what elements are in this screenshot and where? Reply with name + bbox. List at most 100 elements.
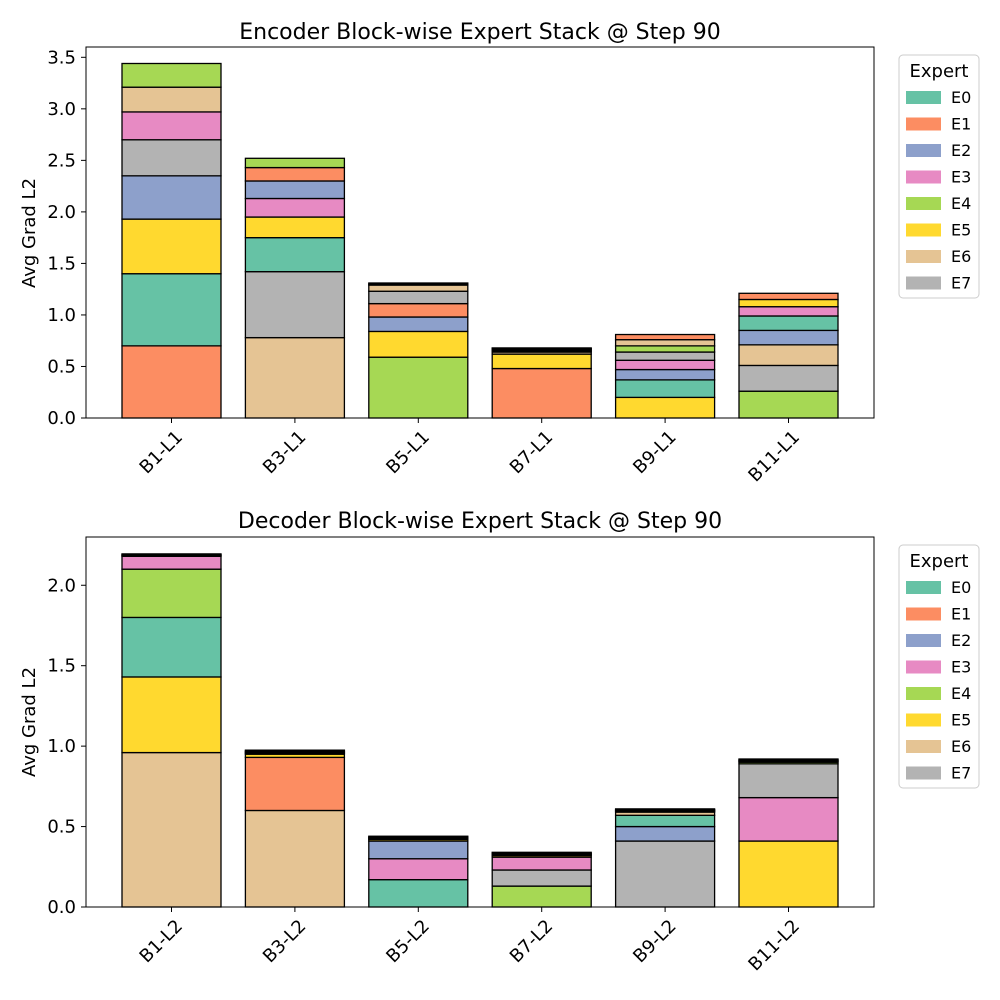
y-axis-label: Avg Grad L2 [19,178,40,288]
y-tick-label: 2.5 [47,150,76,171]
chart-title: Encoder Block-wise Expert Stack @ Step 9… [239,20,721,45]
legend: Expert E0 E1 E2 E3 E4 E5 E6 E7 [898,54,980,299]
bar-segment-e7 [244,271,346,339]
bar-segment-e0 [121,273,222,347]
legend-swatch-e1 [906,117,941,131]
bar-segment-e5 [491,353,592,370]
legend-label-e0: E0 [951,578,971,597]
legend-label-e7: E7 [951,274,971,293]
bar-segment-e5 [614,396,716,419]
bar-segment-e6 [244,809,346,908]
bar-segment-e0 [368,282,469,285]
y-tick-label: 3.0 [47,99,76,120]
legend-label-e4: E4 [951,684,971,703]
bar-segment-e3 [368,858,469,881]
legend-label-e2: E2 [951,631,971,650]
bar-segment-e0 [614,814,716,828]
bar-segment-e7 [491,869,592,887]
bar-segment-e7 [244,749,346,752]
y-tick-label: 0.5 [47,356,76,377]
bar-segment-e0 [738,315,839,332]
bar-segment-e4 [368,356,469,419]
bar-segment-e3 [614,359,716,371]
bar-segment-e2 [614,368,716,381]
bar-segment-e6 [491,851,592,854]
y-tick-label: 1.0 [47,305,76,326]
bar-segment-e1 [244,756,346,812]
bar-segment-e6 [738,344,839,367]
bar-segment-e1 [121,345,222,419]
bar-segment-e0 [368,879,469,908]
bar-segment-e3 [244,197,346,218]
bar-segment-e2 [614,825,716,842]
bar-segment-e3 [738,796,839,842]
y-tick-label: 3.5 [47,47,76,68]
bar-segment-e6 [244,336,346,419]
bar-segment-e5 [614,808,716,811]
legend-label-e1: E1 [951,115,971,134]
bar-segment-e1 [614,333,716,341]
bar-segment-e7 [121,553,222,556]
legend-label-e3: E3 [951,168,971,187]
legend-label-e6: E6 [951,737,971,756]
legend-label-e4: E4 [951,194,971,213]
y-tick-label: 0.5 [47,817,76,838]
bar-segment-e2 [244,180,346,200]
y-tick-label: 1.5 [47,656,76,677]
axes-frame [85,536,875,908]
legend-swatch-e3 [906,170,941,184]
legend-swatch-e4 [906,687,941,700]
legend-label-e6: E6 [951,247,971,266]
bar-segment-e4 [244,157,346,169]
chart-title: Decoder Block-wise Expert Stack @ Step 9… [238,509,722,534]
bar-segment-e6 [121,751,222,908]
legend-swatch-e6 [906,740,941,753]
bar-segment-e0 [244,236,346,273]
bar-segment-e7 [614,840,716,908]
bar-segment-e7 [121,139,222,177]
legend-title: Expert [910,61,969,82]
bar-segment-e3 [738,306,839,317]
legend-label-e2: E2 [951,141,971,160]
bar-segment-e1 [738,292,839,301]
legend-swatch-e1 [906,607,941,621]
bar-segment-e5 [368,330,469,358]
bar-segment-e5 [244,216,346,239]
bar-segment-e4 [491,885,592,908]
bar-segment-e4 [738,390,839,419]
legend-title: Expert [910,551,969,572]
bar-segment-e4 [121,62,222,88]
legend-swatch-e0 [906,581,941,594]
bar-segment-e4 [614,345,716,353]
legend-label-e0: E0 [951,88,971,107]
bar-segment-e6 [368,284,469,292]
bar-segment-e5 [738,298,839,308]
bar-segment-e5 [121,218,222,275]
bar-segment-e0 [491,347,592,350]
legend-swatch-e6 [906,250,941,263]
bar-segment-e7 [738,364,839,392]
legend-swatch-e0 [906,91,941,104]
legend-swatch-e2 [906,144,941,157]
legend-label-e5: E5 [951,711,971,730]
bar-segment-e4 [121,568,222,619]
bar-segment-e3 [121,555,222,570]
y-tick-label: 2.0 [47,202,76,223]
legend-label-e7: E7 [951,764,971,783]
bar-segment-e5 [121,676,222,754]
y-tick-label: 1.5 [47,253,76,274]
bar-segment-e1 [368,302,469,318]
bar-segment-e5 [738,840,839,908]
bar-segment-e1 [244,166,346,182]
y-tick-label: 2.0 [47,575,76,596]
axes-frame [85,46,875,419]
y-axis-label: Avg Grad L2 [19,667,40,777]
bar-segment-e7 [368,290,469,305]
bar-segment-e6 [121,86,222,113]
legend-swatch-e4 [906,197,941,210]
legend-swatch-e7 [906,766,941,780]
bar-segment-e2 [121,175,222,220]
bar-segment-e6 [614,339,716,347]
bar-segment-e2 [738,329,839,346]
